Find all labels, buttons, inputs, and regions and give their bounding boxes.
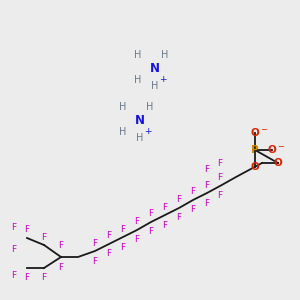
Text: H: H [134, 50, 142, 60]
Text: F: F [190, 188, 196, 196]
Text: +: + [159, 76, 167, 85]
Text: N: N [150, 61, 160, 74]
Text: F: F [24, 226, 30, 235]
Text: F: F [106, 250, 112, 259]
Text: F: F [134, 217, 140, 226]
Text: F: F [162, 220, 168, 230]
Text: F: F [204, 181, 210, 190]
Text: F: F [218, 173, 223, 182]
Text: N: N [135, 113, 145, 127]
Text: O: O [250, 128, 260, 138]
Text: O: O [268, 145, 276, 155]
Text: F: F [204, 199, 210, 208]
Text: F: F [162, 202, 168, 211]
Text: F: F [11, 271, 16, 280]
Text: H: H [161, 50, 169, 60]
Text: H: H [136, 133, 144, 143]
Text: F: F [58, 241, 64, 250]
Text: H: H [134, 75, 142, 85]
Text: +: + [144, 128, 152, 136]
Text: F: F [120, 242, 126, 251]
Text: F: F [176, 212, 181, 221]
Text: F: F [106, 232, 112, 241]
Text: H: H [119, 102, 127, 112]
Text: F: F [218, 191, 223, 200]
Text: F: F [41, 232, 46, 242]
Text: F: F [148, 227, 154, 236]
Text: P: P [251, 145, 259, 155]
Text: F: F [92, 238, 98, 247]
Text: F: F [92, 256, 98, 266]
Text: −: − [278, 142, 284, 152]
Text: −: − [260, 125, 268, 134]
Text: H: H [151, 81, 159, 91]
Text: F: F [218, 158, 223, 167]
Text: F: F [134, 235, 140, 244]
Text: O: O [250, 162, 260, 172]
Text: H: H [119, 127, 127, 137]
Text: F: F [24, 274, 30, 283]
Text: F: F [204, 166, 210, 175]
Text: F: F [11, 224, 16, 232]
Text: F: F [120, 224, 126, 233]
Text: O: O [274, 158, 282, 168]
Text: F: F [176, 194, 181, 203]
Text: H: H [146, 102, 154, 112]
Text: F: F [190, 206, 196, 214]
Text: F: F [41, 274, 46, 283]
Text: F: F [11, 245, 16, 254]
Text: F: F [58, 263, 64, 272]
Text: F: F [148, 209, 154, 218]
